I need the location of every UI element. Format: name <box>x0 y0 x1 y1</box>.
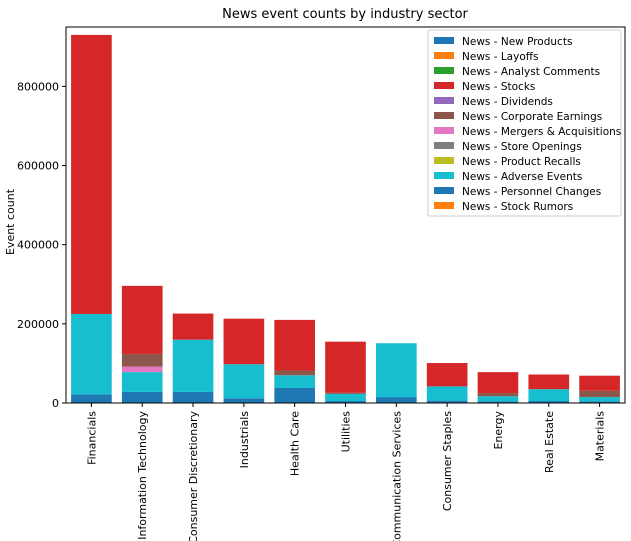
legend-swatch <box>434 37 454 44</box>
y-axis-label: Event count <box>4 188 17 255</box>
y-tick-label: 600000 <box>17 160 59 173</box>
bar-segment <box>274 387 316 403</box>
legend-label: News - Product Recalls <box>462 156 581 168</box>
bar-segment <box>375 397 417 403</box>
legend-label: News - Stocks <box>462 81 535 93</box>
bar-segment <box>426 400 468 403</box>
x-tick-label: Materials <box>594 411 607 462</box>
bar-segment <box>579 397 620 402</box>
bar-segment <box>579 390 620 398</box>
bar-segment <box>477 372 519 394</box>
plot-frame <box>65 26 626 404</box>
legend-box <box>427 29 622 217</box>
bar-segment <box>477 393 519 397</box>
bar-segment <box>477 396 519 402</box>
x-tick-label: Financials <box>85 411 98 465</box>
x-tick-label: Health Care <box>289 411 302 476</box>
legend-swatch <box>434 127 454 134</box>
legend-label: News - Store Openings <box>462 141 582 153</box>
bar-segment <box>223 364 265 399</box>
legend-label: News - Corporate Earnings <box>462 111 602 123</box>
bar-segment <box>477 401 519 403</box>
y-tick-label: 0 <box>52 397 59 410</box>
legend-swatch <box>434 112 454 119</box>
bar-segment <box>274 319 316 371</box>
x-tick-label: Industrials <box>238 411 251 469</box>
legend: News - New Products News - Layoffs News - … <box>427 29 622 217</box>
bar-segment <box>375 343 417 398</box>
legend-swatch <box>434 172 454 179</box>
bar-segment <box>325 392 366 394</box>
legend-label: News - Analyst Comments <box>462 66 600 78</box>
bar-segment <box>528 401 570 403</box>
bar-segment <box>325 393 366 402</box>
bar-segment <box>172 391 214 403</box>
bar-segment <box>71 394 112 403</box>
bar-segment <box>579 401 620 403</box>
bar-segment <box>325 401 366 403</box>
legend-swatch <box>434 97 454 104</box>
legend-label: News - Personnel Changes <box>462 186 601 198</box>
bar-segment <box>121 353 163 367</box>
legend-label: News - New Products <box>462 36 572 48</box>
bar-segment <box>528 389 570 402</box>
x-tick-label: Consumer Discretionary <box>187 411 200 541</box>
bars-group <box>71 34 620 403</box>
bar-segment <box>223 398 265 403</box>
x-tick-label: Utilities <box>340 411 353 453</box>
bar-segment <box>121 391 163 403</box>
y-tick-label: 400000 <box>17 239 59 252</box>
x-tick-label: Information Technology <box>136 411 149 540</box>
bar-segment <box>274 375 316 388</box>
legend-swatch <box>434 82 454 89</box>
legend-swatch <box>434 52 454 59</box>
y-tick-label: 200000 <box>17 318 59 331</box>
x-tick-label: Communication Services <box>390 411 403 541</box>
legend-swatch <box>434 187 454 194</box>
x-axis: Financials Information Technology Consumer… <box>85 403 607 541</box>
x-tick-label: Energy <box>492 411 505 450</box>
bar-segment <box>121 372 163 392</box>
bar-segment <box>71 34 112 314</box>
legend-label: News - Dividends <box>462 96 553 108</box>
bar-segment <box>223 318 265 365</box>
legend-label: News - Adverse Events <box>462 171 582 183</box>
y-axis: 0 200000 400000 600000 800000 <box>17 80 66 410</box>
bar-segment <box>426 363 468 387</box>
legend-swatch <box>434 67 454 74</box>
bar-segment <box>121 285 163 354</box>
bar-segment <box>121 366 163 373</box>
bar-segment <box>71 313 112 395</box>
bar-segment <box>172 313 214 340</box>
x-tick-label: Real Estate <box>543 411 556 473</box>
legend-label: News - Mergers & Acquisitions <box>462 126 621 138</box>
bar-segment <box>172 339 214 392</box>
legend-label: News - Stock Rumors <box>462 201 573 213</box>
chart-title: News event counts by industry sector <box>222 7 468 22</box>
bar-segment <box>579 375 620 391</box>
y-tick-label: 800000 <box>17 80 59 93</box>
x-tick-label: Consumer Staples <box>441 411 454 511</box>
legend-swatch <box>434 157 454 164</box>
legend-swatch <box>434 142 454 149</box>
bar-segment <box>325 341 366 393</box>
bar-segment <box>274 370 316 376</box>
legend-swatch <box>434 202 454 209</box>
bar-segment <box>528 374 570 390</box>
legend-label: News - Layoffs <box>462 51 538 63</box>
bar-segment <box>426 386 468 401</box>
